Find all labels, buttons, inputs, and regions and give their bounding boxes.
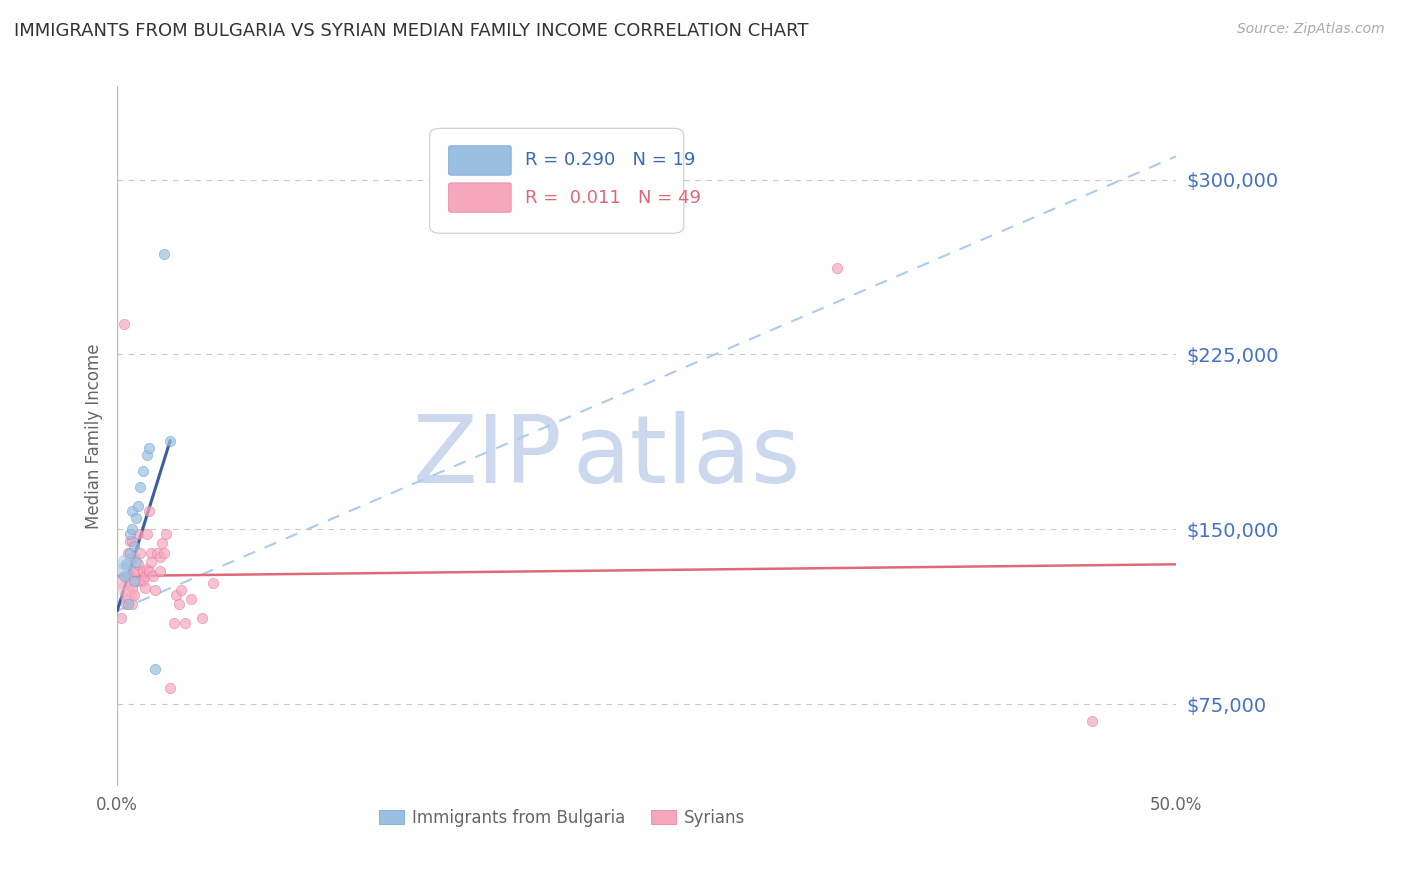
Point: [117, 597, 139, 611]
Point: [121, 581, 143, 595]
Point: [827, 261, 849, 276]
Point: [121, 504, 143, 518]
Point: [167, 597, 190, 611]
Point: [129, 546, 152, 560]
Point: [122, 550, 145, 565]
Point: [127, 558, 149, 572]
Point: [127, 499, 149, 513]
Point: [127, 527, 149, 541]
Point: [180, 592, 202, 607]
Point: [125, 555, 148, 569]
Point: [148, 564, 170, 578]
Point: [191, 611, 214, 625]
Point: [143, 582, 166, 597]
Point: [142, 569, 165, 583]
Point: [134, 581, 156, 595]
Point: [125, 564, 148, 578]
Point: [121, 522, 143, 536]
Point: [146, 546, 169, 560]
Point: [166, 588, 188, 602]
Point: [122, 564, 145, 578]
Point: [152, 247, 174, 261]
Point: [110, 611, 132, 625]
Point: [143, 662, 166, 676]
Y-axis label: Median Family Income: Median Family Income: [86, 343, 103, 529]
Point: [112, 564, 135, 578]
Point: [125, 574, 148, 588]
Point: [112, 317, 135, 331]
Point: [114, 581, 136, 595]
Text: atlas: atlas: [572, 411, 801, 503]
Text: ZIP: ZIP: [412, 411, 562, 503]
Point: [112, 569, 135, 583]
Legend: Immigrants from Bulgaria, Syrians: Immigrants from Bulgaria, Syrians: [373, 802, 752, 833]
Point: [114, 597, 136, 611]
Point: [131, 564, 153, 578]
Point: [112, 574, 135, 588]
Point: [117, 569, 139, 583]
Point: [118, 569, 141, 583]
Point: [159, 434, 181, 448]
Point: [117, 592, 139, 607]
Point: [139, 555, 162, 569]
Point: [148, 550, 170, 565]
Point: [138, 504, 160, 518]
Point: [174, 615, 197, 630]
Point: [135, 527, 157, 541]
FancyBboxPatch shape: [449, 183, 512, 212]
Point: [131, 574, 153, 588]
Point: [131, 464, 153, 478]
Point: [122, 574, 145, 588]
Point: [117, 546, 139, 560]
Text: R = 0.290   N = 19: R = 0.290 N = 19: [524, 152, 696, 169]
Point: [129, 574, 152, 588]
Point: [163, 615, 186, 630]
Text: IMMIGRANTS FROM BULGARIA VS SYRIAN MEDIAN FAMILY INCOME CORRELATION CHART: IMMIGRANTS FROM BULGARIA VS SYRIAN MEDIA…: [14, 22, 808, 40]
Point: [135, 448, 157, 462]
Point: [139, 546, 162, 560]
Point: [114, 555, 136, 569]
Point: [135, 562, 157, 576]
Point: [134, 569, 156, 583]
Point: [117, 588, 139, 602]
Point: [1080, 714, 1102, 728]
Point: [155, 527, 177, 541]
Point: [159, 681, 181, 695]
Point: [201, 576, 224, 591]
Point: [118, 527, 141, 541]
Text: Source: ZipAtlas.com: Source: ZipAtlas.com: [1237, 22, 1385, 37]
Point: [152, 546, 174, 560]
Point: [121, 533, 143, 548]
Point: [122, 539, 145, 553]
Point: [118, 533, 141, 548]
FancyBboxPatch shape: [430, 128, 683, 233]
Point: [122, 588, 145, 602]
Point: [118, 546, 141, 560]
Point: [121, 597, 143, 611]
Point: [150, 536, 173, 550]
Point: [114, 558, 136, 572]
Point: [125, 510, 148, 524]
Point: [138, 564, 160, 578]
FancyBboxPatch shape: [449, 145, 512, 175]
Point: [129, 480, 152, 494]
Point: [170, 582, 193, 597]
Point: [138, 441, 160, 455]
Text: R =  0.011   N = 49: R = 0.011 N = 49: [524, 188, 702, 207]
